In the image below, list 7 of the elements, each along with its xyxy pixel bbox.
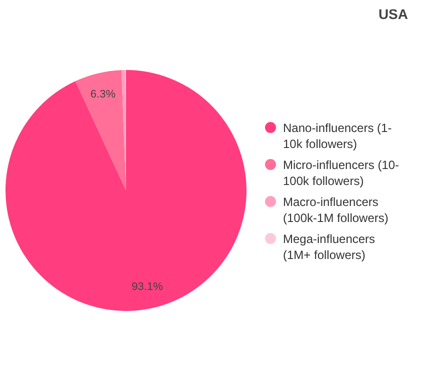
chart-title: USA: [378, 6, 408, 22]
legend-label: Macro-influencers (100k-1M followers): [283, 194, 390, 226]
legend-label: Mega-influencers (1M+ followers): [283, 231, 376, 263]
legend-label: Nano-influencers (1-10k followers): [283, 120, 393, 152]
data-label: 93.1%: [132, 281, 164, 294]
legend-label: Micro-influencers (10-100k followers): [283, 157, 400, 189]
data-label: 6.3%: [90, 88, 116, 100]
